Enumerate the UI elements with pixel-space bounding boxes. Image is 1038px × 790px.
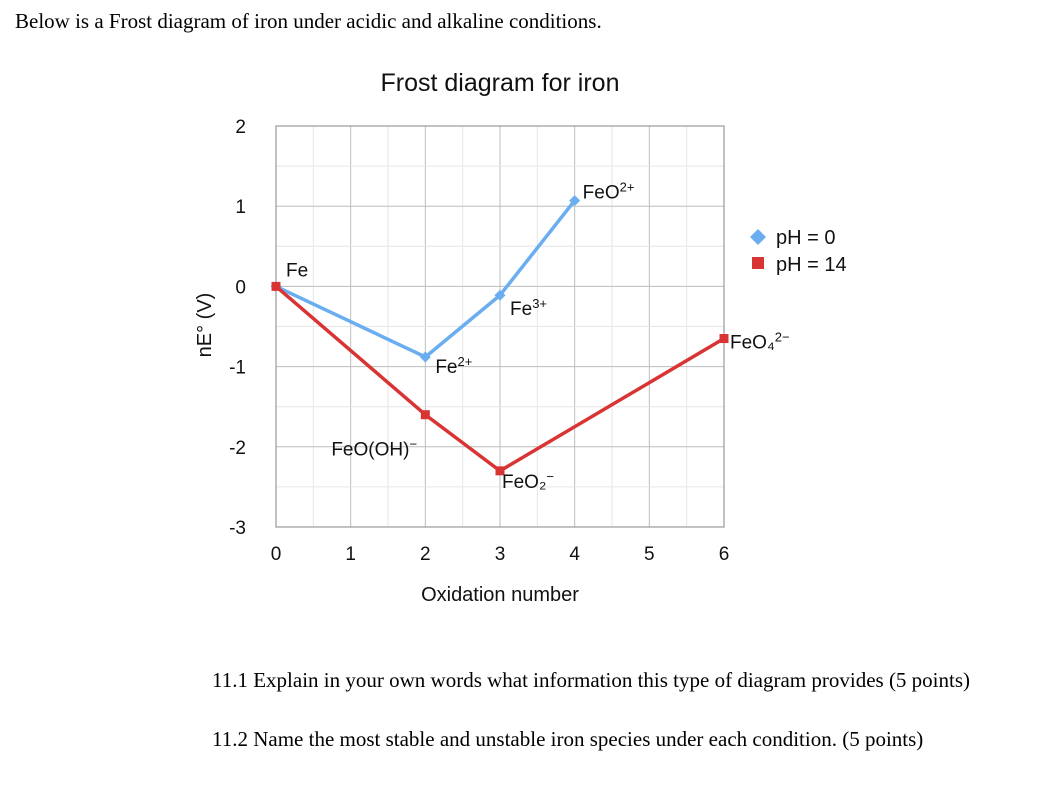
data-point-diamond	[419, 351, 431, 363]
y-tick-label: 2	[235, 117, 246, 138]
chart-title: Frost diagram for iron	[381, 69, 620, 97]
species-label: FeO₄2−	[730, 329, 790, 354]
y-tick-label: -3	[229, 518, 246, 539]
series-lines	[274, 199, 725, 473]
point-labels: Fe Fe2+ Fe3+ FeO2+ FeO(OH)− FeO₂− FeO₄2−	[286, 179, 790, 493]
plot-frame	[275, 125, 725, 528]
legend: pH = 0 pH = 14	[750, 227, 847, 276]
axes: 0 1 2 3 4 5 6 2 1 0 -1 -2 -3	[229, 117, 729, 565]
species-label: FeO(OH)−	[331, 436, 417, 461]
legend-label: pH = 0	[776, 227, 835, 249]
y-tick-label: 0	[235, 277, 246, 298]
x-tick-label: 1	[345, 544, 356, 565]
x-tick-label: 2	[420, 544, 431, 565]
data-point-diamond	[569, 195, 581, 207]
y-axis-label: nE° (V)	[194, 293, 216, 358]
species-label: FeO₂−	[502, 468, 554, 493]
x-tick-label: 6	[719, 544, 730, 565]
x-tick-label: 5	[644, 544, 655, 565]
data-point-square	[719, 334, 729, 344]
y-tick-label: -1	[229, 358, 246, 379]
data-point-square	[495, 466, 505, 476]
x-axis-label: Oxidation number	[421, 584, 579, 606]
question-11-2: 11.2 Name the most stable and unstable i…	[212, 727, 924, 751]
data-point-square	[420, 410, 430, 420]
species-label: Fe2+	[435, 353, 472, 378]
y-tick-label: -2	[229, 438, 246, 459]
species-label: FeO2+	[583, 179, 635, 204]
intro-text: Below is a Frost diagram of iron under a…	[15, 9, 602, 33]
series-line-1	[274, 285, 725, 473]
x-tick-label: 4	[569, 544, 580, 565]
data-point-square	[271, 281, 281, 291]
frost-diagram: 0 1 2 3 4 5 6 2 1 0 -1 -2 -3 Fe Fe2+ Fe3+ FeO2+ FeO(OH)−…	[194, 69, 847, 606]
data-point-diamond	[494, 289, 506, 301]
legend-marker-square	[752, 257, 764, 269]
question-11-1: 11.1 Explain in your own words what info…	[212, 668, 971, 692]
grid	[275, 125, 725, 528]
series-line-0	[275, 199, 577, 359]
series-markers	[270, 195, 729, 476]
species-label: Fe3+	[510, 296, 547, 321]
legend-label: pH = 14	[776, 254, 847, 276]
x-tick-label: 3	[495, 544, 506, 565]
legend-marker-diamond	[750, 229, 766, 245]
x-tick-label: 0	[271, 544, 282, 565]
y-tick-label: 1	[235, 197, 246, 218]
species-label: Fe	[286, 260, 308, 281]
